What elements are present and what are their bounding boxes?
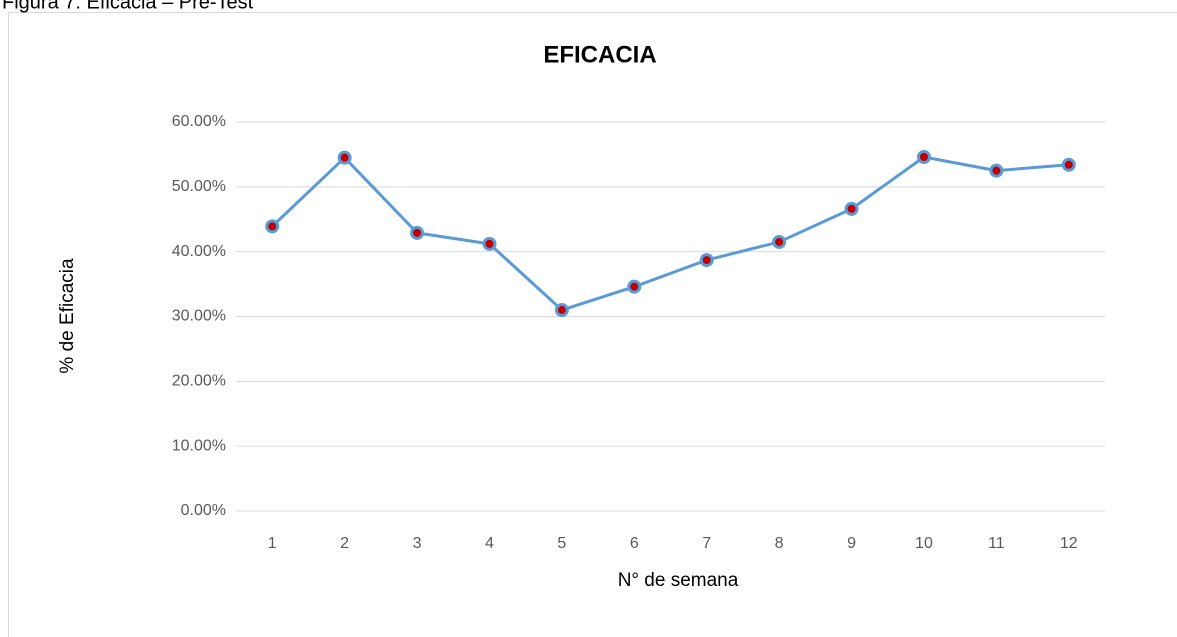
x-tick-label: 1: [268, 535, 277, 552]
caption: Figura 7: Eficacia – Pre-Test: [2, 0, 254, 13]
data-line: [271, 155, 1069, 312]
x-tick-label: 4: [485, 535, 494, 552]
x-axis-title: N° de semana: [618, 570, 739, 591]
chart-frame: [8, 12, 1177, 637]
y-tick-label: 40.00%: [172, 243, 226, 260]
data-point: [989, 163, 1004, 178]
x-tick-label: 12: [1060, 535, 1078, 552]
data-point: [482, 236, 497, 251]
data-point: [916, 150, 931, 165]
data-point: [265, 219, 280, 234]
y-tick-label: 10.00%: [172, 437, 226, 454]
y-axis-title: % de Eficacia: [57, 258, 78, 374]
data-point: [627, 279, 642, 294]
y-tick-label: 20.00%: [172, 373, 226, 390]
data-point: [772, 234, 787, 249]
x-tick-label: 9: [847, 535, 856, 552]
x-tick-label: 5: [557, 535, 566, 552]
x-tick-label: 6: [630, 535, 639, 552]
y-tick-label: 50.00%: [172, 178, 226, 195]
data-point: [844, 201, 859, 216]
chart-title: EFICACIA: [543, 41, 656, 68]
x-tick-label: 2: [340, 535, 349, 552]
x-tick-label: 8: [775, 535, 784, 552]
x-tick-label: 3: [413, 535, 422, 552]
data-point: [554, 303, 569, 318]
y-tick-label: 0.00%: [181, 502, 226, 519]
data-point: [337, 150, 352, 165]
data-point: [1061, 157, 1076, 172]
data-point: [699, 253, 714, 268]
x-tick-label: 7: [702, 535, 711, 552]
data-point: [410, 225, 425, 240]
x-tick-label: 10: [915, 535, 933, 552]
y-tick-label: 60.00%: [172, 113, 226, 130]
x-tick-label: 11: [988, 535, 1005, 552]
y-tick-label: 30.00%: [172, 308, 226, 325]
